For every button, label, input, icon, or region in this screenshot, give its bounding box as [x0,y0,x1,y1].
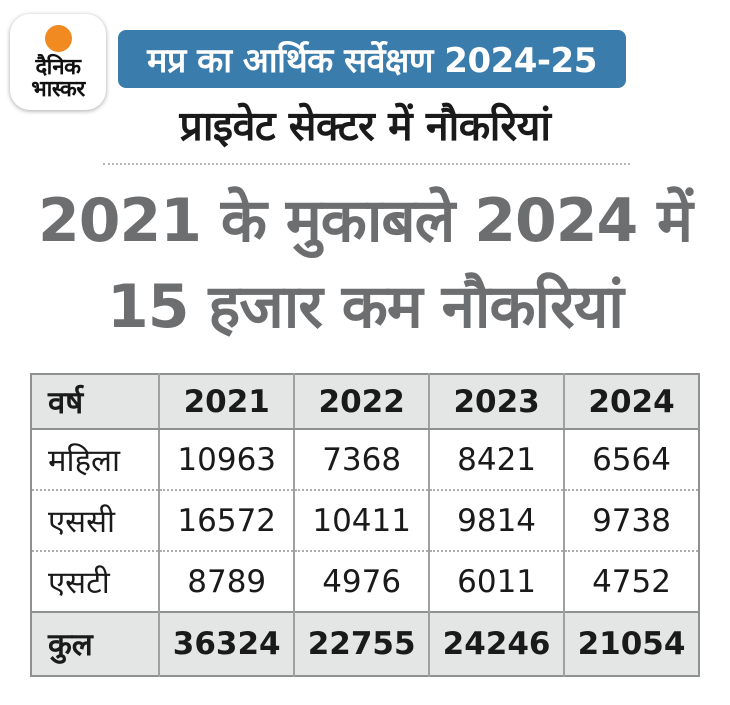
dainik-bhaskar-logo: दैनिक भास्कर [10,14,106,110]
table-cell: 8421 [428,429,565,490]
row-label: एससी [31,489,160,551]
headline-line1: 2021 के मुकाबले 2024 में [38,186,693,256]
table-cell: 16572 [158,489,295,551]
header-cell-year: वर्ष [31,374,160,430]
table-cell: 4976 [293,550,430,612]
header-cell-2024: 2024 [563,374,699,430]
table-cell: 8789 [158,550,295,612]
header-cell-2023: 2023 [428,374,565,430]
table-header-row: वर्ष 2021 2022 2023 2024 [31,374,699,430]
row-label: एसटी [31,550,160,612]
jobs-table-container: वर्ष 2021 2022 2023 2024 महिला 10963 736… [30,373,700,677]
table-cell: 6011 [428,550,565,612]
table-cell: 9814 [428,489,565,551]
table-cell-total: 24246 [428,611,565,676]
table-row-mahila: महिला 10963 7368 8421 6564 [31,429,699,490]
table-cell: 7368 [293,429,430,490]
table-cell-total: 22755 [293,611,430,676]
sun-icon [44,25,72,52]
section-subtitle: प्राइवेट सेक्टर में नौकरियां [179,102,551,150]
table-cell: 9738 [563,489,699,551]
table-row-sc: एससी 16572 10411 9814 9738 [31,489,699,551]
dotted-divider [103,163,630,165]
table-row-total: कुल 36324 22755 24246 21054 [31,611,699,676]
row-label: महिला [31,429,160,490]
table-cell: 10411 [293,489,430,551]
logo-text-line1: दैनिक [35,55,82,80]
table-row-st: एसटी 8789 4976 6011 4752 [31,550,699,612]
table-cell-total: 36324 [158,611,295,676]
table-cell: 4752 [563,550,699,612]
headline-line2: 15 हजार कम नौकरियां [107,272,624,342]
row-label-total: कुल [31,611,160,676]
survey-banner: मप्र का आर्थिक सर्वेक्षण 2024-25 [118,30,626,88]
banner-title: मप्र का आर्थिक सर्वेक्षण 2024-25 [147,41,597,81]
jobs-table: वर्ष 2021 2022 2023 2024 महिला 10963 736… [30,373,700,677]
header-cell-2022: 2022 [293,374,430,430]
header-cell-2021: 2021 [158,374,295,430]
table-cell: 10963 [158,429,295,490]
main-headline: 2021 के मुकाबले 2024 में 15 हजार कम नौकर… [0,178,730,350]
table-cell-total: 21054 [563,611,699,676]
table-cell: 6564 [563,429,699,490]
logo-text-line2: भास्कर [31,77,85,102]
